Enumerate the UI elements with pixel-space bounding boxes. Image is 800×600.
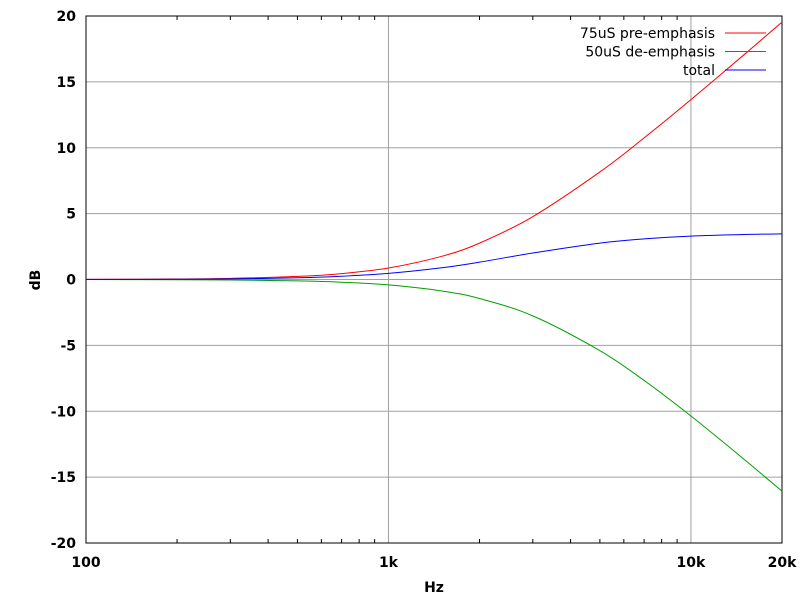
series-line-50us-de-emphasis [85, 279, 783, 492]
y-tick-label: -15 [51, 470, 76, 486]
series-line-total [85, 233, 783, 280]
x-tick-label: 10k [677, 555, 706, 571]
ticks: 20 15 10 5 0 -5 -10 -15 -20 100 1k 10k 20k [51, 9, 797, 571]
plot-border [85, 15, 783, 544]
legend-label: 75uS pre-emphasis [580, 26, 715, 42]
y-tick-label: 0 [66, 273, 76, 289]
legend: 75uS pre-emphasis 50uS de-emphasis total [580, 26, 766, 79]
x-tick-label: 20k [768, 555, 797, 571]
series [85, 21, 783, 492]
x-axis-label: Hz [424, 580, 444, 596]
y-axis-label: dB [28, 270, 44, 291]
y-tick-label: 5 [66, 207, 76, 223]
legend-label: total [683, 63, 715, 79]
y-tick-label: -5 [60, 338, 76, 354]
x-tick-label: 1k [379, 555, 399, 571]
y-tick-label: 20 [57, 9, 77, 25]
y-tick-label: 10 [57, 141, 77, 157]
y-tick-label: 15 [57, 75, 76, 91]
legend-label: 50uS de-emphasis [585, 45, 715, 61]
y-tick-label: -20 [51, 536, 77, 552]
x-tick-label: 100 [71, 555, 100, 571]
series-line-75us-pre-emphasis [85, 21, 783, 280]
y-tick-label: -10 [51, 404, 77, 420]
